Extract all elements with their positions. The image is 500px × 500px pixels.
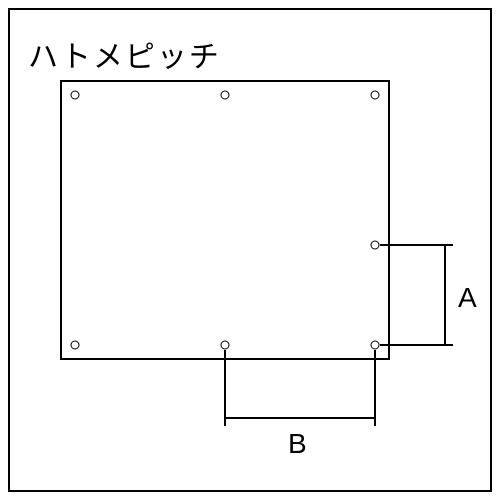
grommet-icon (221, 341, 230, 350)
grommet-icon (371, 341, 380, 350)
grommet-icon (221, 91, 230, 100)
diagram-title: ハトメピッチ (28, 32, 221, 76)
dim-a-line (444, 245, 446, 345)
dim-b-label: B (288, 428, 307, 460)
dim-tick (224, 410, 226, 426)
grommet-icon (71, 341, 80, 350)
dim-tick (437, 344, 453, 346)
dim-a-label: A (458, 282, 477, 314)
outer-border: ハトメピッチ A B (8, 8, 492, 492)
grommet-icon (71, 91, 80, 100)
dim-tick (374, 410, 376, 426)
grommet-icon (371, 91, 380, 100)
grommet-icon (371, 241, 380, 250)
dim-tick (437, 244, 453, 246)
sheet-rect (60, 80, 390, 360)
dim-b-line (225, 417, 375, 419)
